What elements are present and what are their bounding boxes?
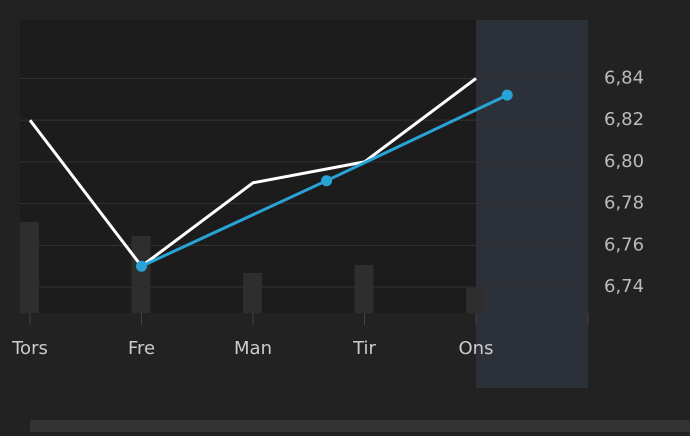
- volume-bar: [354, 265, 374, 313]
- scrollbar[interactable]: [30, 420, 690, 432]
- x-tick-label: Ons: [459, 338, 494, 359]
- x-tick-label: Man: [234, 338, 272, 359]
- y-tick-label: 6,82: [604, 109, 644, 130]
- y-tick-label: 6,78: [604, 193, 644, 214]
- volume-bar: [243, 273, 262, 313]
- point: [136, 260, 147, 272]
- volume-bar: [466, 288, 485, 313]
- y-tick-label: 6,74: [604, 276, 644, 297]
- y-tick-label: 6,84: [604, 67, 644, 88]
- y-tick-label: 6,76: [604, 234, 644, 255]
- volume-bar: [20, 222, 39, 313]
- point: [501, 89, 513, 101]
- series-line: [28, 77, 477, 268]
- volume-bar: [131, 236, 151, 313]
- x-tick-label: Tir: [352, 338, 376, 359]
- point: [321, 175, 333, 187]
- x-tick-label: Fre: [128, 338, 155, 359]
- x-tick-label: Tors: [11, 338, 48, 359]
- y-tick-label: 6,80: [604, 151, 644, 172]
